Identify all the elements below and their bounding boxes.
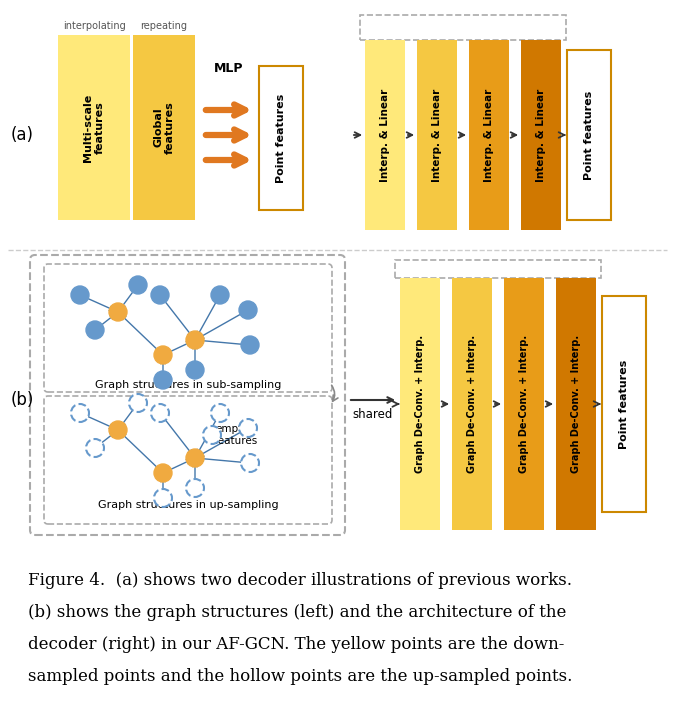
Circle shape bbox=[186, 479, 204, 497]
Text: sampled points and the hollow points are the up-sampled points.: sampled points and the hollow points are… bbox=[28, 668, 572, 685]
FancyBboxPatch shape bbox=[469, 40, 509, 230]
Text: Interp. & Linear: Interp. & Linear bbox=[484, 88, 494, 182]
Circle shape bbox=[109, 303, 127, 321]
Circle shape bbox=[154, 371, 172, 389]
Text: Graph De-Conv. + Interp.: Graph De-Conv. + Interp. bbox=[467, 335, 477, 473]
Circle shape bbox=[109, 421, 127, 439]
Circle shape bbox=[241, 454, 259, 472]
Text: Figure 4.  (a) shows two decoder illustrations of previous works.: Figure 4. (a) shows two decoder illustra… bbox=[28, 572, 572, 589]
Text: Graph De-Conv. + Interp.: Graph De-Conv. + Interp. bbox=[571, 335, 581, 473]
Text: Point features: Point features bbox=[619, 360, 629, 449]
Text: Multi-scale
features: Multi-scale features bbox=[83, 93, 105, 162]
Circle shape bbox=[203, 426, 221, 444]
Text: repeating: repeating bbox=[140, 21, 188, 31]
Circle shape bbox=[154, 464, 172, 482]
Circle shape bbox=[151, 286, 169, 304]
Circle shape bbox=[86, 321, 104, 339]
Circle shape bbox=[86, 439, 104, 457]
Circle shape bbox=[186, 449, 204, 467]
Text: Interp. & Linear: Interp. & Linear bbox=[380, 88, 390, 182]
FancyBboxPatch shape bbox=[400, 278, 440, 530]
Text: empty
features: empty features bbox=[215, 424, 259, 446]
Text: interpolating: interpolating bbox=[63, 21, 126, 31]
Text: decoder (right) in our AF-GCN. The yellow points are the down-: decoder (right) in our AF-GCN. The yello… bbox=[28, 636, 564, 653]
FancyBboxPatch shape bbox=[567, 50, 611, 220]
FancyBboxPatch shape bbox=[58, 35, 130, 220]
Text: Graph De-Conv. + Interp.: Graph De-Conv. + Interp. bbox=[415, 335, 425, 473]
FancyBboxPatch shape bbox=[133, 35, 195, 220]
Circle shape bbox=[71, 286, 89, 304]
Text: Interp. & Linear: Interp. & Linear bbox=[432, 88, 442, 182]
Circle shape bbox=[154, 346, 172, 364]
Circle shape bbox=[129, 394, 147, 412]
FancyBboxPatch shape bbox=[556, 278, 596, 530]
Text: Interp. & Linear: Interp. & Linear bbox=[536, 88, 546, 182]
Text: Graph structures in up-sampling: Graph structures in up-sampling bbox=[98, 500, 278, 510]
Circle shape bbox=[239, 419, 257, 437]
Circle shape bbox=[186, 361, 204, 379]
Text: (a): (a) bbox=[11, 126, 34, 144]
Text: Graph structures in sub-sampling: Graph structures in sub-sampling bbox=[95, 380, 281, 390]
Circle shape bbox=[129, 276, 147, 294]
Text: Point features: Point features bbox=[584, 90, 594, 180]
FancyBboxPatch shape bbox=[452, 278, 492, 530]
Circle shape bbox=[71, 404, 89, 422]
Circle shape bbox=[211, 404, 229, 422]
FancyBboxPatch shape bbox=[259, 66, 303, 210]
FancyBboxPatch shape bbox=[504, 278, 544, 530]
Circle shape bbox=[186, 331, 204, 349]
Circle shape bbox=[241, 336, 259, 354]
FancyBboxPatch shape bbox=[417, 40, 457, 230]
Circle shape bbox=[154, 489, 172, 507]
FancyBboxPatch shape bbox=[521, 40, 561, 230]
Text: Global
features: Global features bbox=[153, 101, 175, 154]
FancyBboxPatch shape bbox=[602, 296, 646, 512]
Text: Point features: Point features bbox=[276, 93, 286, 182]
Circle shape bbox=[211, 286, 229, 304]
Circle shape bbox=[239, 301, 257, 319]
FancyBboxPatch shape bbox=[365, 40, 405, 230]
Text: (b): (b) bbox=[10, 391, 34, 409]
Text: (b) shows the graph structures (left) and the architecture of the: (b) shows the graph structures (left) an… bbox=[28, 604, 566, 621]
Text: Graph De-Conv. + Interp.: Graph De-Conv. + Interp. bbox=[519, 335, 529, 473]
Text: MLP: MLP bbox=[214, 62, 244, 75]
Text: shared: shared bbox=[353, 409, 393, 421]
Circle shape bbox=[151, 404, 169, 422]
